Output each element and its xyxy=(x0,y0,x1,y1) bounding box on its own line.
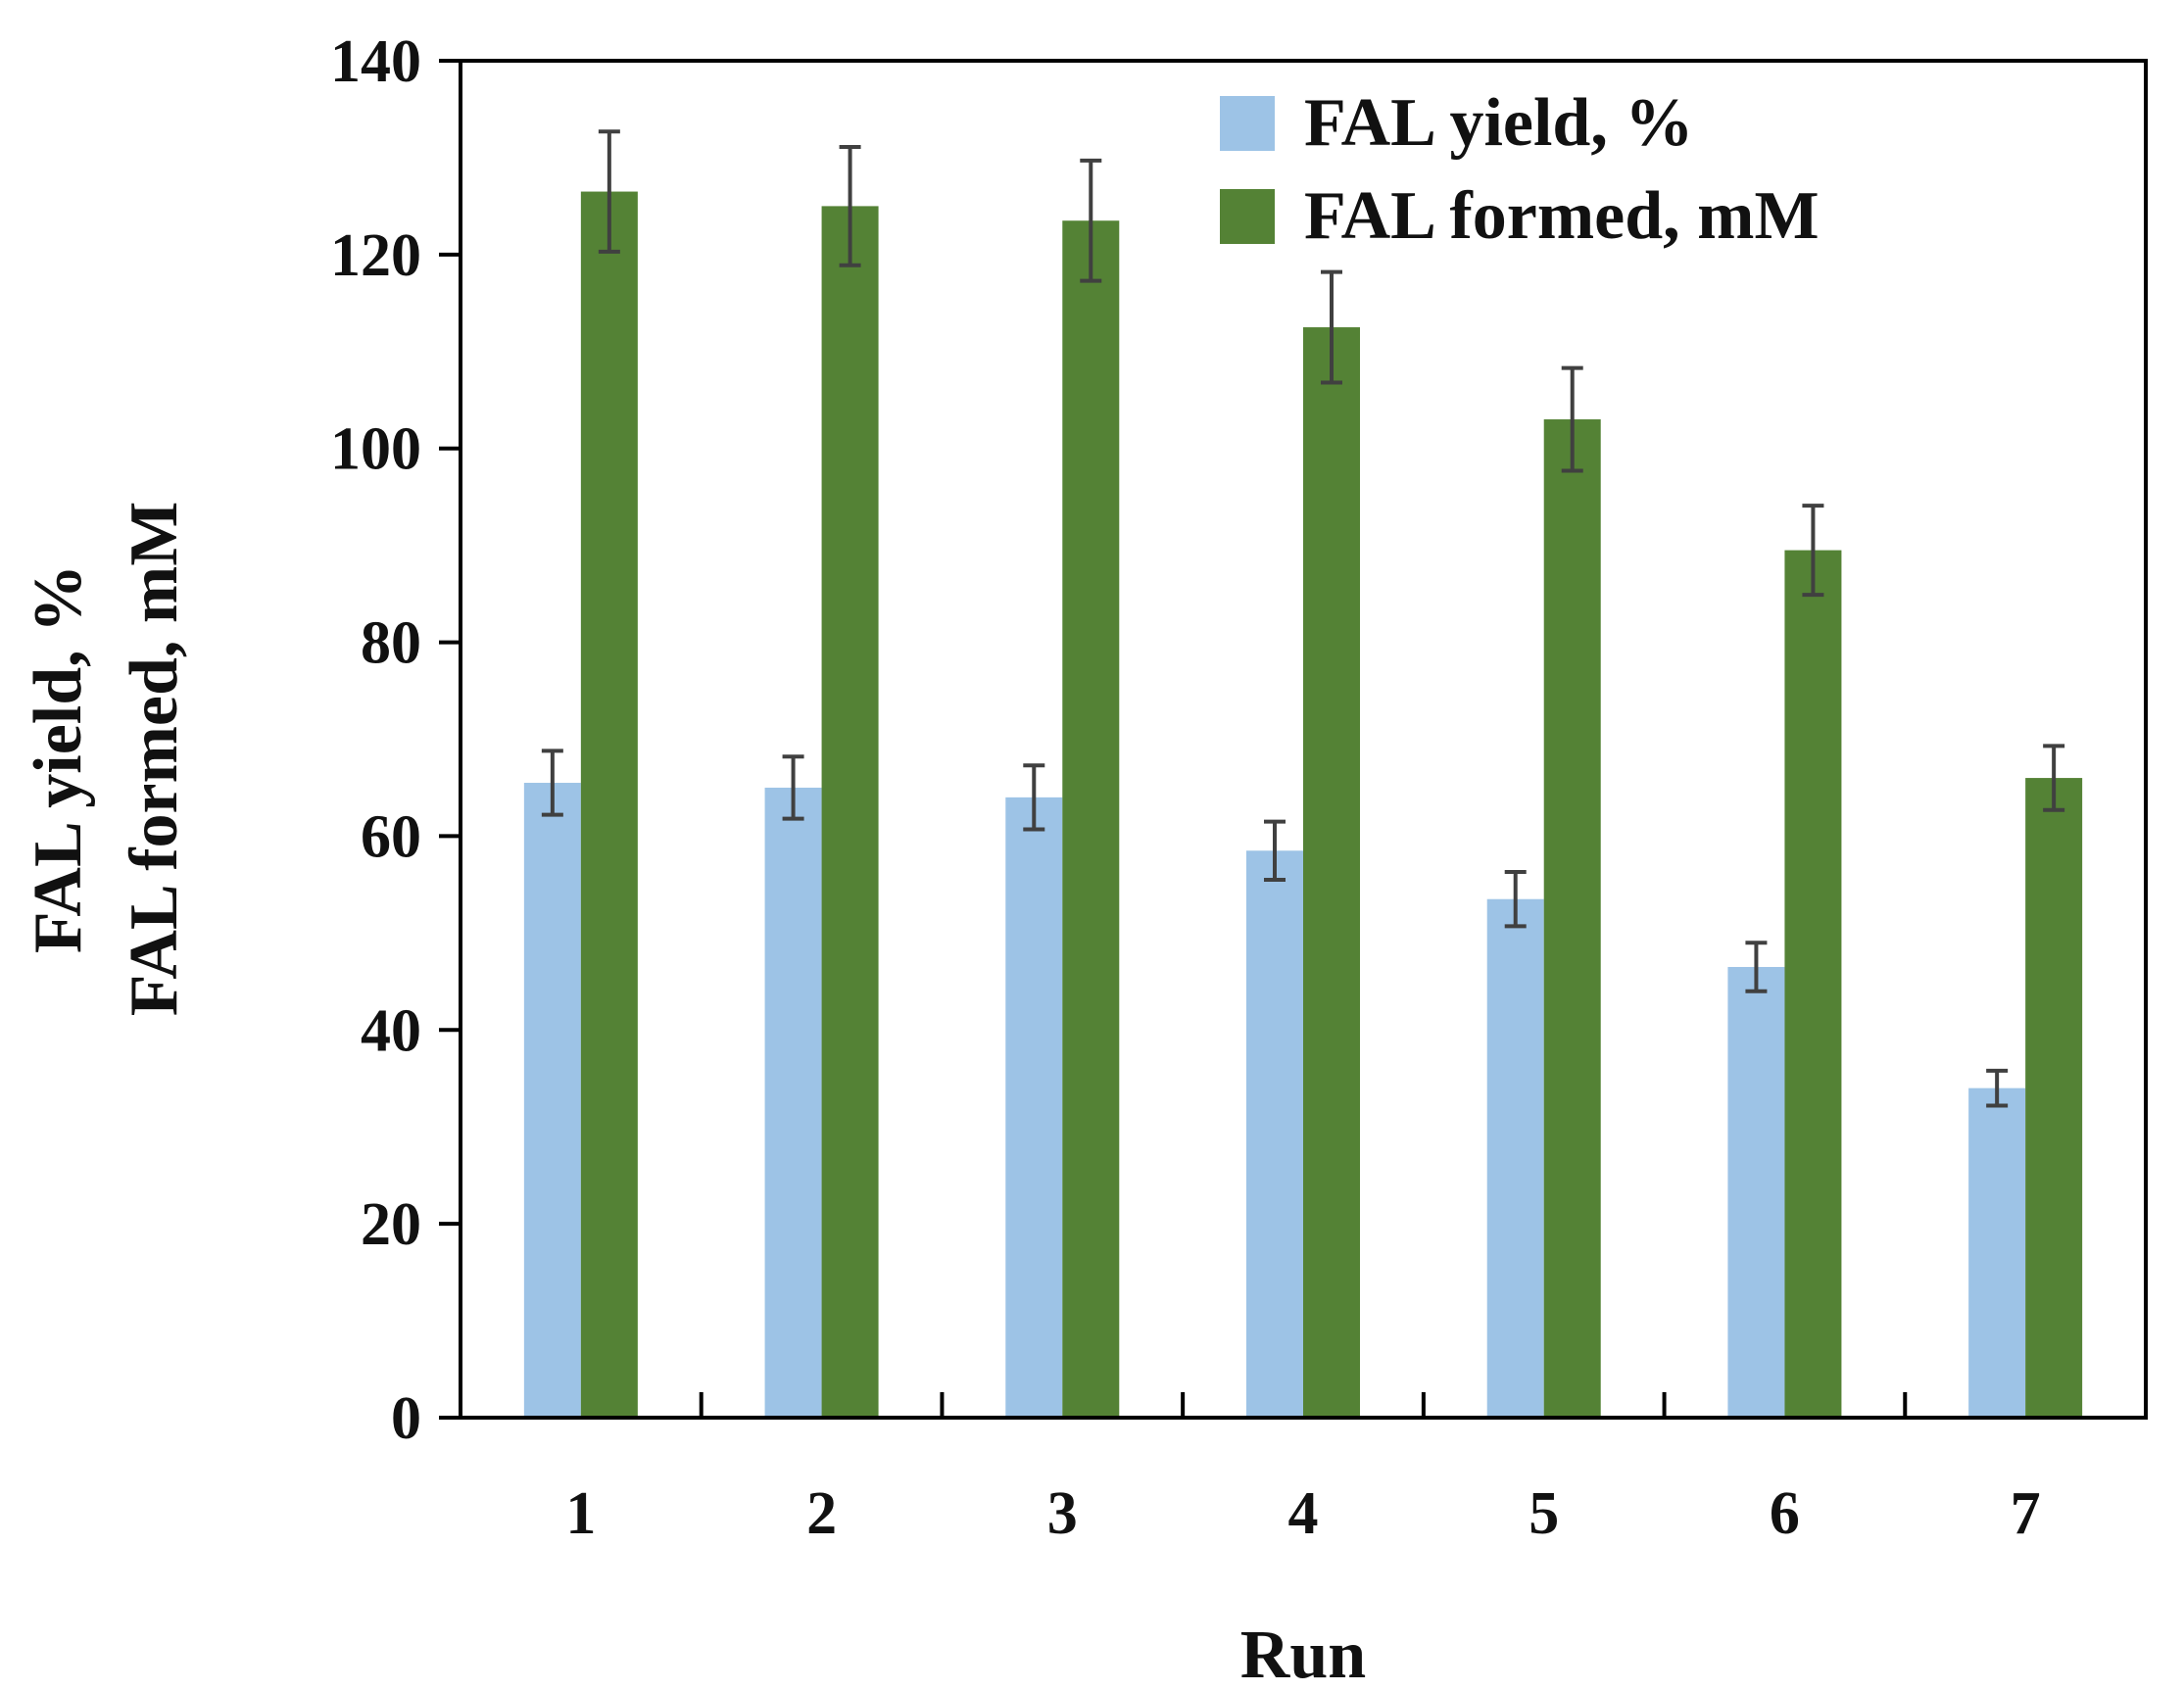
x-tick-label: 4 xyxy=(1288,1480,1319,1547)
ticks-layer: 0 20 40 60 80 100 120 140 1 2 3 4 5 6 7 xyxy=(330,28,2041,1547)
bar-fal-yield-run-6 xyxy=(1727,966,1785,1418)
y-tick-label: 140 xyxy=(330,28,421,95)
bar-fal-yield-run-5 xyxy=(1486,898,1544,1418)
legend-swatch-fal-formed xyxy=(1220,189,1275,244)
error-bar xyxy=(839,145,861,267)
bar-fal-formed-run-1 xyxy=(580,191,638,1418)
legend-swatch-fal-yield xyxy=(1220,96,1275,151)
bar-fal-formed-run-2 xyxy=(821,206,879,1419)
error-bar xyxy=(541,749,563,817)
error-bar xyxy=(1080,158,1102,283)
bar-fal-yield-run-1 xyxy=(523,783,581,1418)
error-bar xyxy=(1504,870,1527,929)
x-axis-title: Run xyxy=(1240,1618,1366,1691)
y-axis-title: FAL yield, % FAL formed, mM xyxy=(21,502,192,1017)
error-bar xyxy=(782,754,804,821)
x-tick-label: 3 xyxy=(1047,1480,1078,1547)
error-bars-layer xyxy=(541,129,2065,1108)
plot-frame xyxy=(459,59,2148,1420)
error-bar xyxy=(598,129,620,254)
bars-layer xyxy=(523,191,2083,1419)
bar-fal-yield-run-4 xyxy=(1246,850,1303,1418)
y-axis-title-line-1: FAL yield, % xyxy=(21,564,96,953)
legend: FAL yield, % FAL formed, mM xyxy=(1220,85,1820,254)
bar-fal-formed-run-6 xyxy=(1784,550,1842,1418)
bar-fal-formed-run-5 xyxy=(1543,419,1601,1418)
bar-fal-formed-run-3 xyxy=(1062,220,1120,1418)
bar-fal-yield-run-7 xyxy=(1968,1087,2026,1418)
y-tick-label: 80 xyxy=(361,610,421,677)
y-tick-label: 20 xyxy=(361,1191,421,1258)
error-bar xyxy=(1321,269,1342,385)
legend-label-fal-formed: FAL formed, mM xyxy=(1304,178,1820,254)
bar-fal-yield-run-3 xyxy=(1005,797,1063,1418)
error-bar xyxy=(1745,941,1768,993)
y-tick-label: 60 xyxy=(361,803,421,870)
bar-fal-formed-run-4 xyxy=(1303,327,1360,1418)
error-bar xyxy=(1561,365,1583,473)
error-bar xyxy=(1264,819,1286,882)
y-tick-label: 40 xyxy=(361,997,421,1064)
x-tick-label: 1 xyxy=(565,1480,596,1547)
y-tick-label: 100 xyxy=(330,416,421,483)
bar-fal-yield-run-2 xyxy=(764,787,822,1418)
x-tick-label: 5 xyxy=(1529,1480,1559,1547)
error-bar xyxy=(1023,763,1045,832)
x-tick-label: 6 xyxy=(1770,1480,1800,1547)
y-tick-label: 120 xyxy=(330,222,421,289)
x-tick-label: 2 xyxy=(806,1480,837,1547)
error-bar xyxy=(1802,504,1824,598)
legend-label-fal-yield: FAL yield, % xyxy=(1304,85,1693,161)
error-bar xyxy=(1986,1068,2009,1108)
x-tick-label: 7 xyxy=(2011,1480,2041,1547)
error-bar xyxy=(2043,744,2065,812)
y-tick-label: 0 xyxy=(391,1385,421,1452)
bar-fal-formed-run-7 xyxy=(2025,778,2083,1418)
y-axis-title-line-2: FAL formed, mM xyxy=(117,502,192,1017)
